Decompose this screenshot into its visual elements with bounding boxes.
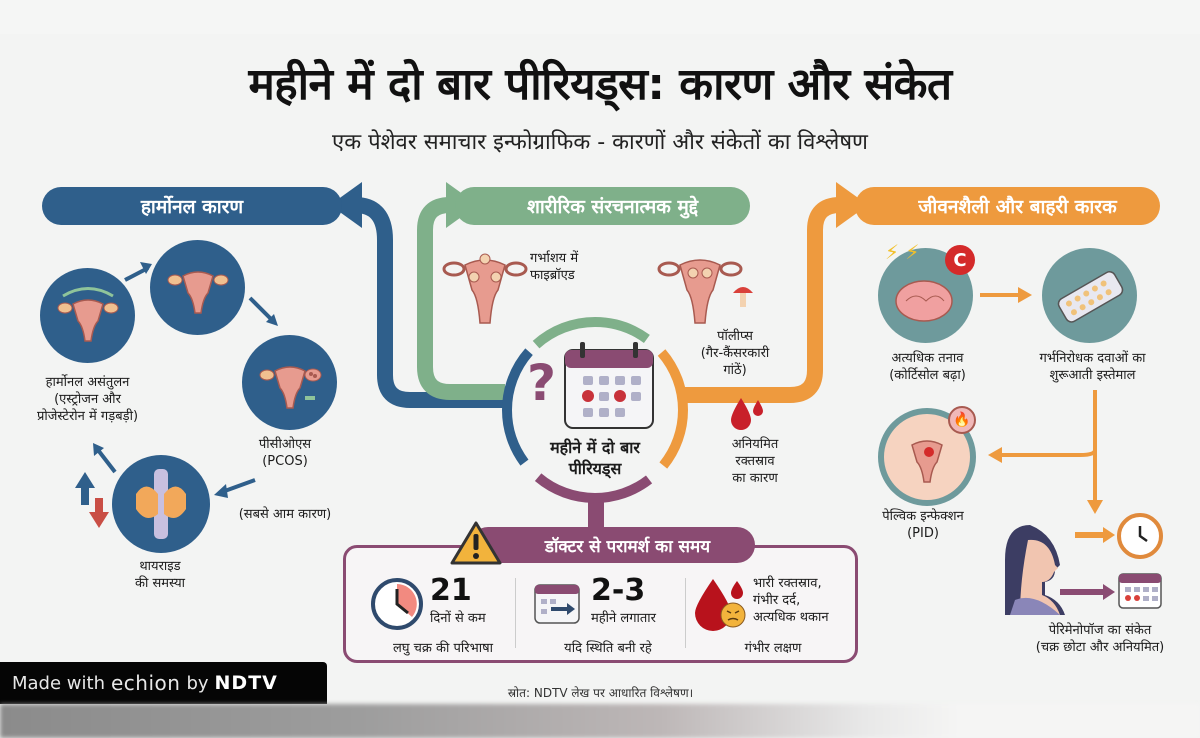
column-divider — [685, 578, 686, 648]
made-with-echion-badge[interactable]: Made with echion by NDTV — [0, 662, 327, 704]
contraceptives-label: गर्भनिरोधक दवाओं का शुरूआती इस्तेमाल — [1039, 351, 1146, 383]
source-note: स्रोत: NDTV लेख पर आधारित विश्लेषण। — [507, 686, 694, 700]
structural-issues-heading: शारीरिक संरचनात्मक मुद्दे — [526, 196, 699, 218]
page-subtitle: एक पेशेवर समाचार इन्फोग्राफिक - कारणों औ… — [332, 130, 868, 155]
clock-icon — [370, 577, 424, 635]
blood-drop-face-icon — [693, 575, 753, 635]
hormonal-causes-banner: हार्मोनल कारण — [42, 187, 342, 225]
lightning-icon: ⚡ ⚡ — [885, 240, 920, 264]
orange-arrowhead-icon — [836, 182, 868, 228]
persistent-months-value: 2-3 — [591, 573, 646, 608]
fibroid-uterus-icon — [440, 245, 530, 329]
thyroid-icon — [112, 455, 210, 553]
calendar-icon — [1117, 568, 1163, 614]
fibroids-label: गर्भाशय में फाइब्रॉएड — [530, 251, 579, 283]
polyps-label: पॉलीप्स (गैर-कैंसरकारी गांठें) — [700, 329, 770, 378]
woman-profile-icon — [1000, 520, 1075, 619]
lifestyle-factors-banner: जीवनशैली और बाहरी कारक — [855, 187, 1160, 225]
short-cycle-days: 21 — [430, 573, 472, 608]
blue-arrowhead-icon — [330, 182, 362, 228]
perimenopause-label: पेरिमेनोपॉज का संकेत (चक्र छोटा और अनियम… — [1035, 623, 1165, 655]
column-divider — [515, 578, 516, 648]
doctor-consult-banner: डॉक्टर से परामर्श का समय — [470, 527, 755, 563]
pcos-label: पीसीओएस (PCOS) — [258, 437, 312, 469]
short-cycle-column: 21 दिनों से कम लघु चक्र की परिभाषा — [368, 573, 518, 656]
calendar-arrow-icon — [533, 579, 581, 631]
lifestyle-factors-heading: जीवनशैली और बाहरी कारक — [918, 196, 1117, 218]
severe-symptoms-column: भारी रक्तस्राव, गंभीर दर्द, अत्यधिक थकान… — [693, 575, 853, 656]
thyroid-label: थायराइड की समस्या — [134, 559, 185, 591]
down-arrow-icon — [89, 498, 109, 528]
uterus-cycle-icon — [40, 268, 135, 363]
ndtv-logo: NDTV — [214, 672, 278, 694]
calendar-question-icon: ? — [525, 340, 665, 436]
svg-text:?: ? — [527, 354, 556, 412]
warning-icon — [450, 520, 502, 570]
blurred-footer-strip — [0, 704, 1200, 738]
hormonal-imbalance-label: हार्मोनल असंतुलन (एस्ट्रोजन और प्रोजेस्ट… — [36, 375, 139, 424]
pcos-uterus-icon — [242, 335, 337, 430]
stress-label: अत्यधिक तनाव (कोर्टिसोल बढ़ा) — [889, 351, 966, 383]
clock-icon — [1117, 513, 1163, 559]
hormonal-causes-heading: हार्मोनल कारण — [140, 196, 244, 218]
center-label: महीने में दो बार पीरियड्स — [550, 438, 640, 478]
fire-icon: 🔥 — [948, 406, 976, 434]
page-title: महीने में दो बार पीरियड्स: कारण और संकेत — [248, 59, 952, 110]
pill-pack-icon — [1042, 248, 1137, 343]
cortisol-badge: C — [945, 245, 975, 275]
uterus-icon — [150, 240, 245, 335]
irregular-bleeding-label: अनियमित रक्तस्राव का कारण — [731, 437, 779, 486]
doctor-consult-heading: डॉक्टर से परामर्श का समय — [544, 536, 711, 557]
pid-label: पेल्विक इन्फेक्शन (PID) — [882, 509, 964, 541]
up-arrow-icon — [75, 472, 95, 505]
structural-issues-banner: शारीरिक संरचनात्मक मुद्दे — [455, 187, 750, 225]
most-common-cause-note: (सबसे आम कारण) — [238, 507, 332, 522]
persistent-months-column: 2-3 महीने लगातार यदि स्थिति बनी रहे — [533, 573, 683, 656]
polyp-uterus-icon — [655, 245, 760, 329]
severe-symptoms-list: भारी रक्तस्राव, गंभीर दर्द, अत्यधिक थकान — [753, 576, 829, 625]
top-strip — [0, 0, 1200, 34]
echion-logo: echion — [110, 671, 181, 695]
blood-drops-icon — [727, 396, 767, 434]
